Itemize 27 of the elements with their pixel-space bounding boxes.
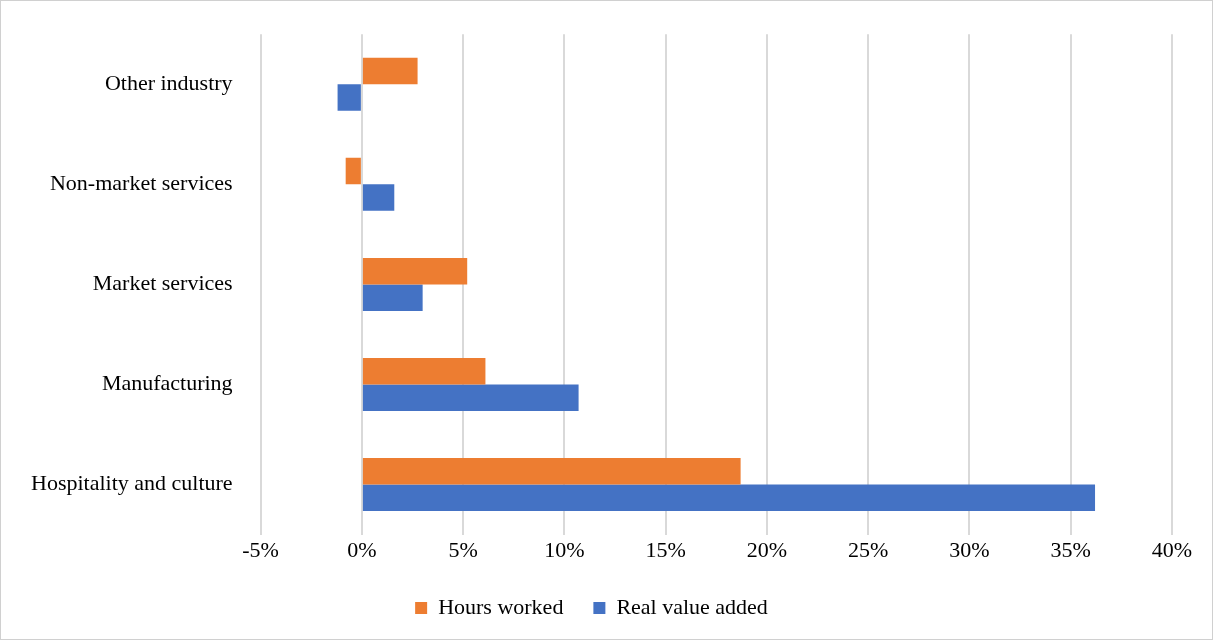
y-tick-label: Market services	[92, 270, 233, 296]
bar	[362, 384, 579, 411]
bar	[345, 157, 361, 185]
bar	[362, 357, 486, 385]
bar	[337, 84, 361, 111]
x-tick-label: 15%	[645, 536, 686, 562]
bar	[362, 57, 418, 85]
legend-label: Hours worked	[438, 593, 564, 619]
x-tick-label: 0%	[347, 536, 377, 562]
x-tick-label: 10%	[544, 536, 585, 562]
x-tick-label: 20%	[746, 536, 788, 562]
x-tick-label: -5%	[242, 536, 279, 562]
x-tick-label: 5%	[448, 536, 478, 562]
y-tick-label: Hospitality and culture	[31, 470, 233, 496]
bar	[362, 458, 741, 485]
x-tick-label: 30%	[949, 536, 990, 562]
bar	[362, 284, 423, 311]
bar	[362, 184, 395, 211]
legend-label: Real value added	[616, 593, 768, 619]
x-tick-label: 40%	[1151, 536, 1193, 562]
y-tick-label: Other industry	[104, 70, 233, 96]
y-tick-label: Manufacturing	[101, 370, 233, 396]
x-tick-label: 35%	[1050, 536, 1091, 562]
y-tick-label: Non-market services	[49, 170, 233, 196]
bar	[362, 257, 468, 285]
x-tick-label: 25%	[848, 536, 889, 562]
bar	[362, 484, 1096, 512]
